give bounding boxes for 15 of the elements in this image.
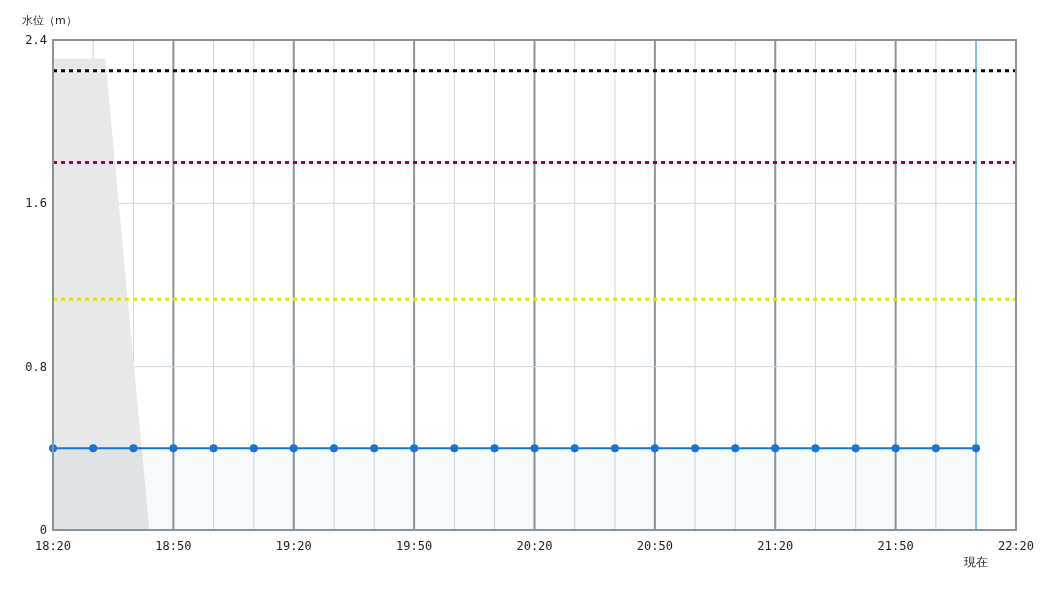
- x-tick-label: 22:20: [997, 539, 1035, 553]
- x-tick-label: 20:50: [636, 539, 673, 553]
- x-tick-label: 20:20: [516, 539, 553, 553]
- x-tick-label: 21:20: [757, 539, 794, 553]
- y-axis-title: 水位（m）: [22, 14, 77, 27]
- x-tick-label: 19:20: [275, 539, 312, 553]
- x-tick-label: 21:50: [877, 539, 914, 553]
- x-tick-label: 18:20: [34, 539, 72, 553]
- ref-line-label: 現在: [964, 555, 989, 569]
- y-tick-label: 0.8: [25, 359, 47, 374]
- x-tick-label: 19:50: [396, 539, 433, 553]
- x-tick-label: 18:50: [155, 539, 192, 553]
- y-tick-label: 0: [39, 523, 47, 537]
- y-tick-label: 2.4: [25, 33, 47, 47]
- y-tick-label: 1.6: [25, 196, 47, 211]
